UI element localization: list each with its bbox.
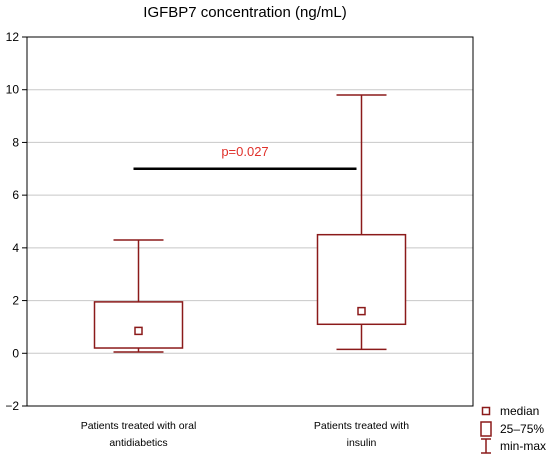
median-marker <box>357 306 366 316</box>
y-tick-label: 10 <box>6 83 20 97</box>
y-axis: −2 0 2 4 6 8 10 12 <box>5 30 27 413</box>
x-category-label: insulin <box>347 437 377 449</box>
legend-median-symbol <box>481 406 491 416</box>
x-category-label: Patients treated with oral <box>81 420 197 432</box>
significance-annotation: p=0.027 <box>133 144 357 171</box>
box-group <box>316 94 407 351</box>
x-axis-categories: Patients treated with oral antidiabetics P… <box>81 420 410 449</box>
y-tick-label: 0 <box>12 346 19 360</box>
y-tick-label: 6 <box>12 188 19 202</box>
plot-frame <box>26 36 474 407</box>
y-tick-label: 2 <box>12 294 19 308</box>
chart-title: IGFBP7 concentration (ng/mL) <box>143 4 346 21</box>
y-tick-label: −2 <box>5 399 19 413</box>
legend-box-symbol <box>480 421 492 437</box>
median-marker <box>134 326 143 336</box>
y-tick-label: 8 <box>12 135 19 149</box>
y-tick-label: 12 <box>6 30 20 44</box>
legend-label: min-max <box>500 439 546 453</box>
iqr-box <box>93 301 184 349</box>
x-category-label: Patients treated with <box>314 420 409 432</box>
box-series <box>93 94 407 353</box>
p-value-label: p=0.027 <box>221 144 268 159</box>
legend-label: 25–75% <box>500 422 544 436</box>
y-tick-label: 4 <box>12 241 19 255</box>
grid-lines <box>27 89 473 354</box>
legend: median 25–75% min-max <box>480 404 546 454</box>
x-category-label: antidiabetics <box>109 437 167 449</box>
legend-label: median <box>500 404 539 418</box>
box-group <box>93 239 184 353</box>
